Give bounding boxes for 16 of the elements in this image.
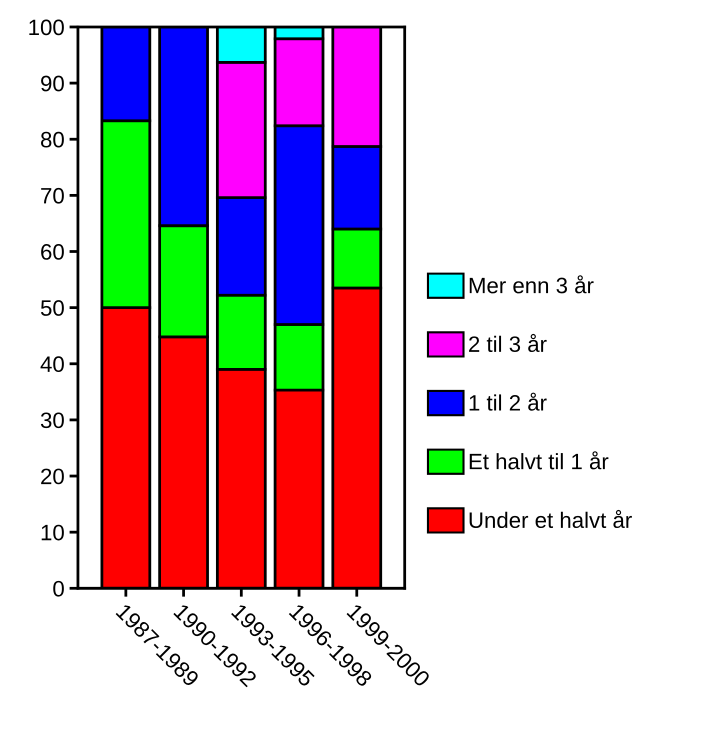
legend-label: 2 til 3 år: [469, 334, 547, 352]
y-tick-label: 40: [40, 356, 64, 372]
legend-label: Under et halvt år: [470, 510, 632, 528]
y-tick-label: 0: [53, 580, 64, 597]
y-tick-label: 30: [40, 412, 64, 428]
legend-label: Mer enn 3 år: [470, 275, 594, 294]
y-tick-label: 60: [41, 244, 64, 260]
y-tick-label: 50: [40, 300, 64, 316]
y-tick-label: 100: [29, 20, 64, 36]
y-tick-label: 80: [40, 132, 64, 148]
y-tick-label: 90: [41, 76, 64, 92]
legend-label: Et halvt til 1 år: [470, 451, 608, 470]
y-tick-label: 20: [41, 468, 64, 484]
legend-label: 1 til 2 år: [470, 392, 547, 411]
y-tick-label: 70: [41, 188, 64, 204]
y-tick-label: 10: [42, 524, 64, 540]
